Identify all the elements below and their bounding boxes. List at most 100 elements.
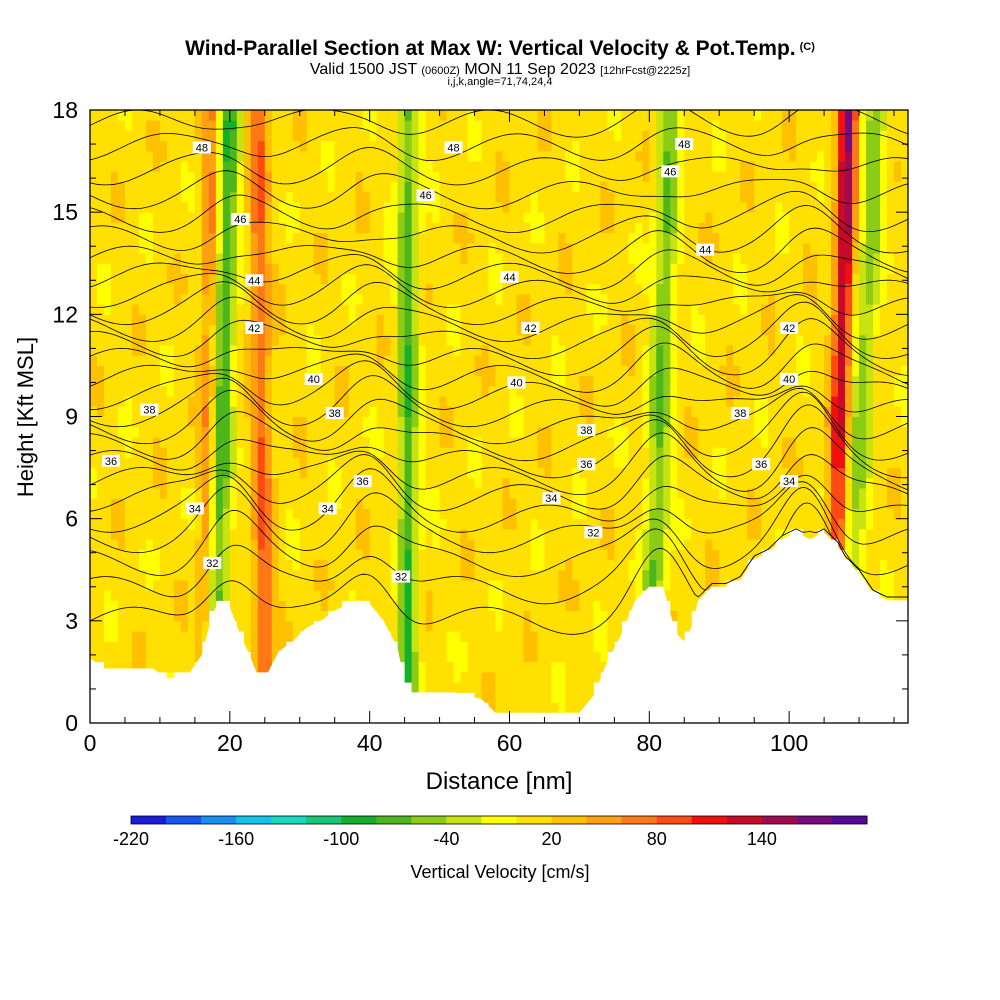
- velocity-cell: [453, 304, 462, 315]
- velocity-cell: [474, 651, 483, 663]
- velocity-cell: [565, 293, 573, 305]
- velocity-cell: [348, 212, 357, 223]
- velocity-cell: [642, 293, 650, 305]
- velocity-cell: [236, 283, 245, 295]
- velocity-cell: [180, 324, 189, 336]
- velocity-cell: [390, 355, 399, 366]
- velocity-cell: [369, 528, 378, 540]
- velocity-cell: [684, 396, 692, 407]
- velocity-cell: [110, 171, 119, 183]
- velocity-cell: [509, 671, 517, 683]
- velocity-cell: [320, 436, 329, 448]
- velocity-cell: [418, 631, 427, 642]
- velocity-cell: [397, 232, 406, 244]
- velocity-cell: [551, 375, 559, 387]
- velocity-cell: [642, 457, 650, 469]
- velocity-cell: [341, 539, 350, 550]
- velocity-cell: [264, 396, 273, 407]
- velocity-cell: [404, 600, 413, 612]
- velocity-cell: [369, 222, 378, 234]
- velocity-cell: [250, 610, 259, 622]
- velocity-cell: [90, 641, 98, 652]
- velocity-cell: [649, 549, 657, 561]
- velocity-cell: [446, 293, 455, 305]
- velocity-cell: [523, 539, 531, 550]
- velocity-cell: [376, 467, 385, 479]
- velocity-cell: [453, 385, 462, 397]
- velocity-cell: [530, 447, 538, 458]
- velocity-cell: [145, 263, 154, 274]
- velocity-cell: [460, 365, 469, 377]
- velocity-cell: [649, 181, 657, 193]
- velocity-cell: [593, 447, 601, 458]
- velocity-cell: [96, 140, 105, 152]
- velocity-cell: [502, 110, 510, 121]
- velocity-cell: [173, 416, 182, 428]
- velocity-cell: [551, 559, 559, 571]
- velocity-cell: [572, 150, 580, 162]
- velocity-cell: [425, 467, 434, 479]
- velocity-cell: [684, 283, 692, 295]
- velocity-cell: [383, 610, 392, 622]
- velocity-cell: [285, 355, 294, 366]
- velocity-cell: [229, 150, 238, 162]
- velocity-cell: [327, 304, 336, 315]
- velocity-cell: [481, 508, 490, 520]
- velocity-cell: [362, 375, 371, 387]
- velocity-cell: [376, 344, 385, 356]
- velocity-cell: [243, 150, 252, 162]
- velocity-cell: [124, 508, 133, 520]
- velocity-cell: [502, 161, 510, 172]
- velocity-cell: [740, 528, 748, 540]
- velocity-cell: [110, 610, 119, 622]
- velocity-cell: [306, 365, 315, 377]
- velocity-cell: [187, 365, 196, 377]
- velocity-cell: [341, 212, 350, 223]
- velocity-cell: [642, 396, 650, 407]
- velocity-cell: [159, 641, 168, 652]
- velocity-cell: [621, 161, 629, 172]
- velocity-cell: [355, 579, 364, 591]
- velocity-cell: [145, 140, 154, 152]
- velocity-cell: [201, 273, 210, 285]
- velocity-cell: [152, 344, 161, 356]
- velocity-cell: [558, 273, 566, 285]
- velocity-cell: [110, 539, 119, 550]
- velocity-cell: [418, 171, 427, 183]
- velocity-cell: [460, 467, 469, 479]
- velocity-cell: [621, 508, 629, 520]
- velocity-cell: [474, 406, 483, 417]
- velocity-cell: [124, 283, 133, 295]
- velocity-cell: [236, 293, 245, 305]
- velocity-cell: [376, 355, 385, 366]
- velocity-cell: [719, 528, 727, 540]
- velocity-cell: [166, 569, 175, 581]
- velocity-cell: [236, 416, 245, 428]
- velocity-cell: [327, 436, 336, 448]
- velocity-cell: [348, 242, 357, 254]
- velocity-cell: [96, 447, 105, 458]
- velocity-cell: [264, 385, 273, 397]
- velocity-cell: [488, 171, 497, 183]
- velocity-cell: [635, 488, 643, 499]
- velocity-cell: [719, 477, 727, 489]
- velocity-cell: [621, 344, 629, 356]
- velocity-cell: [446, 590, 455, 601]
- velocity-cell: [621, 191, 629, 203]
- velocity-cell: [201, 488, 210, 499]
- velocity-cell: [621, 324, 629, 336]
- velocity-cell: [145, 396, 154, 407]
- velocity-cell: [194, 631, 203, 642]
- velocity-cell: [558, 171, 566, 183]
- velocity-cell: [152, 130, 161, 142]
- velocity-cell: [551, 682, 559, 693]
- velocity-cell: [250, 651, 259, 663]
- velocity-cell: [726, 528, 734, 540]
- velocity-cell: [516, 222, 524, 234]
- velocity-cell: [642, 222, 650, 234]
- velocity-cell: [565, 600, 573, 612]
- velocity-cell: [642, 150, 650, 162]
- velocity-cell: [327, 467, 336, 479]
- velocity-cell: [131, 539, 140, 550]
- velocity-cell: [698, 150, 706, 162]
